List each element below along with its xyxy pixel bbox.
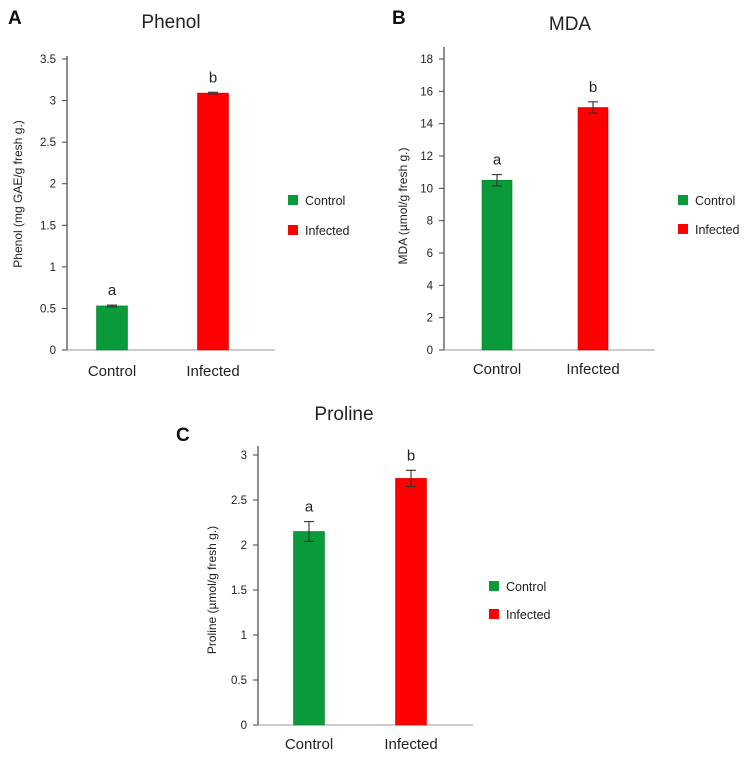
chart-title: Phenol <box>141 12 200 33</box>
y-tick-label: 14 <box>420 119 433 131</box>
x-tick-label: Control <box>473 361 521 378</box>
y-axis-label: MDA (µmol/g fresh g.) <box>396 148 410 265</box>
x-tick-label: Infected <box>186 363 239 380</box>
significance-label: b <box>209 69 217 86</box>
x-tick-label: Control <box>88 363 136 380</box>
legend-swatch-infected <box>678 224 688 234</box>
y-tick-label: 3 <box>241 450 247 462</box>
y-axis-label: Proline (µmol/g fresh g.) <box>205 526 219 654</box>
legend-swatch-control <box>288 195 298 205</box>
chart-panel-b: B MDA 0 2 4 6 8 10 12 14 16 18 MDA (µmol/g fresh g.)… <box>392 8 740 378</box>
legend-label: Infected <box>305 224 350 238</box>
y-tick-label: 1 <box>50 262 56 274</box>
bar-infected <box>577 107 609 351</box>
panel-letter: A <box>8 8 22 29</box>
y-tick-label: 2 <box>50 179 56 191</box>
y-tick-label: 1.5 <box>40 220 56 232</box>
y-tick-label: 2 <box>427 313 433 325</box>
bar-infected <box>197 92 229 351</box>
x-tick-label: Infected <box>384 736 437 753</box>
y-tick-label: 0 <box>50 345 56 357</box>
panel-letter: B <box>392 8 406 29</box>
y-axis-label: Phenol (mg GAE/g fresh g.) <box>11 120 25 267</box>
chart-title: MDA <box>549 14 592 35</box>
significance-label: b <box>589 79 597 96</box>
legend-swatch-infected <box>288 225 298 235</box>
y-tick-label: 0.5 <box>40 303 56 315</box>
y-tick-label: 3.5 <box>40 54 56 66</box>
bar-infected <box>395 478 427 726</box>
y-tick-label: 0 <box>427 345 433 357</box>
chart-panel-a: A Phenol 0 0.5 1 1.5 2 2.5 3 3.5 Phenol (mg GAE/g … <box>8 8 350 380</box>
significance-label: a <box>305 499 314 516</box>
bar-control <box>293 531 325 726</box>
legend-label: Control <box>506 580 546 594</box>
legend-label: Infected <box>695 223 740 237</box>
legend-label: Control <box>695 194 735 208</box>
legend-swatch-infected <box>489 609 499 619</box>
y-tick-label: 0.5 <box>231 675 247 687</box>
y-tick-label: 4 <box>427 280 434 292</box>
significance-label: a <box>493 152 502 169</box>
chart-panel-c: C Proline 0 0.5 1 1.5 2 2.5 3 Proline (µmol/g fre… <box>176 404 551 753</box>
chart-title: Proline <box>314 404 373 425</box>
legend-label: Infected <box>506 608 551 622</box>
bar-control <box>96 305 128 351</box>
y-tick-label: 8 <box>427 216 433 228</box>
y-tick-label: 10 <box>420 183 433 195</box>
y-tick-label: 6 <box>427 248 433 260</box>
y-tick-label: 18 <box>420 54 433 66</box>
legend-swatch-control <box>678 195 688 205</box>
y-tick-label: 12 <box>420 151 433 163</box>
y-tick-label: 2.5 <box>40 137 56 149</box>
x-tick-label: Control <box>285 736 333 753</box>
legend-swatch-control <box>489 581 499 591</box>
y-tick-label: 2 <box>241 540 247 552</box>
y-tick-label: 0 <box>241 720 247 732</box>
y-tick-label: 1 <box>241 630 247 642</box>
y-tick-label: 16 <box>420 86 433 98</box>
y-tick-label: 2.5 <box>231 495 247 507</box>
legend-label: Control <box>305 194 345 208</box>
panel-letter: C <box>176 425 190 446</box>
significance-label: b <box>407 447 415 464</box>
bar-control <box>481 179 513 351</box>
y-tick-label: 3 <box>50 96 56 108</box>
x-tick-label: Infected <box>566 361 619 378</box>
y-tick-label: 1.5 <box>231 585 247 597</box>
significance-label: a <box>108 282 117 299</box>
